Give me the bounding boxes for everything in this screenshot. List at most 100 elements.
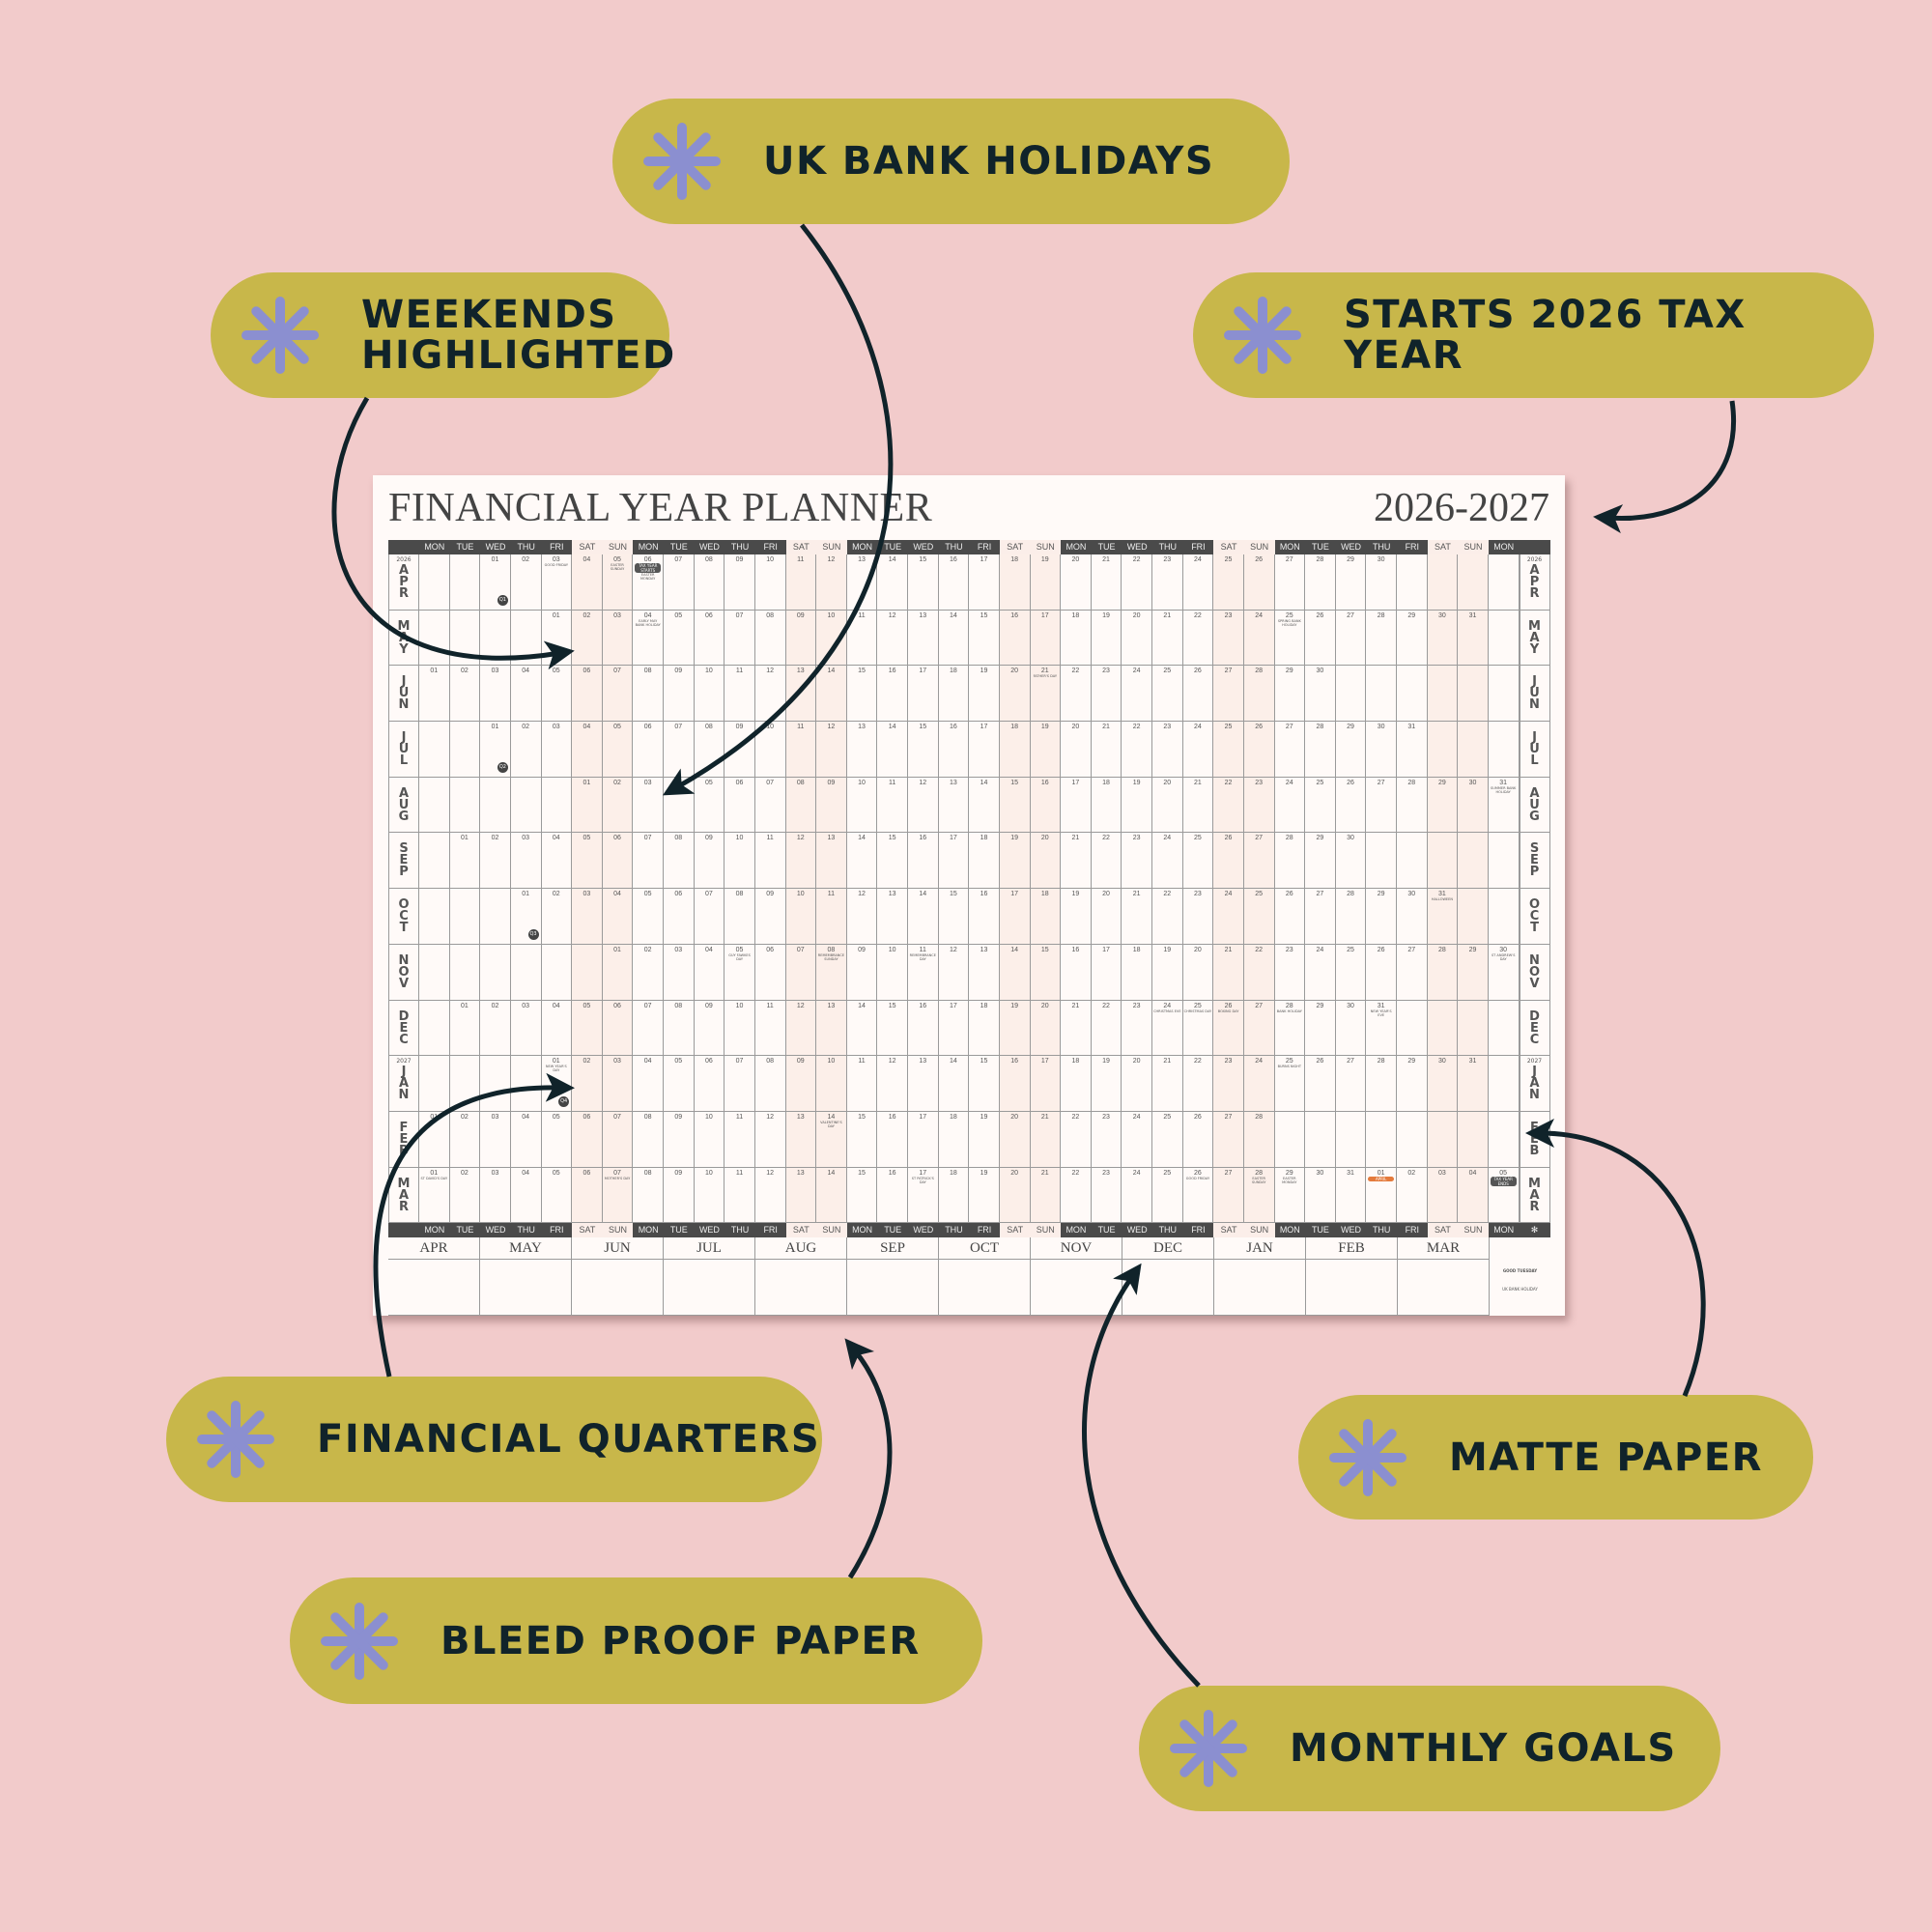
day-cell[interactable]: 20 — [1061, 722, 1092, 777]
day-cell[interactable]: 19 — [969, 666, 1000, 722]
day-cell[interactable]: 08 — [664, 1000, 695, 1056]
day-cell[interactable]: 01 Q3 — [511, 889, 542, 944]
day-cell[interactable]: 10 — [695, 1167, 725, 1223]
day-cell[interactable]: 22 — [1061, 1167, 1092, 1223]
day-cell[interactable]: 12 — [785, 833, 817, 889]
day-cell[interactable]: 18 — [1030, 889, 1062, 944]
day-cell[interactable]: 09 — [664, 1111, 695, 1167]
day-cell[interactable]: 29 — [1305, 1000, 1336, 1056]
day-cell[interactable]: 29 — [1366, 889, 1397, 944]
day-cell[interactable]: 24 — [1183, 554, 1214, 610]
day-cell[interactable]: 11 — [877, 777, 908, 833]
day-cell[interactable]: 10 — [755, 554, 786, 610]
day-cell[interactable]: 28 EASTER SUNDAY — [1243, 1167, 1275, 1223]
day-cell[interactable]: 16 — [877, 1167, 908, 1223]
day-cell[interactable]: 12 — [816, 554, 847, 610]
day-cell[interactable]: 28 — [1305, 554, 1336, 610]
day-cell[interactable]: 30 — [1366, 722, 1397, 777]
day-cell[interactable]: 12 — [877, 1056, 908, 1111]
day-cell[interactable]: 15 — [969, 610, 1000, 666]
day-cell[interactable]: 08 — [695, 722, 725, 777]
day-cell[interactable]: 21 — [1092, 722, 1122, 777]
goal-column[interactable]: MAR — [1398, 1237, 1490, 1317]
day-cell[interactable]: 24 — [1243, 610, 1275, 666]
day-cell[interactable]: 20 — [1122, 610, 1152, 666]
day-cell[interactable]: 04 — [1458, 1167, 1489, 1223]
day-cell[interactable]: 06 — [695, 1056, 725, 1111]
day-cell[interactable]: 28 — [1243, 1111, 1275, 1167]
day-cell[interactable]: 12 — [755, 666, 786, 722]
day-cell[interactable]: 01 — [419, 1111, 450, 1167]
day-cell[interactable]: 16 — [1030, 777, 1062, 833]
day-cell[interactable]: 03 — [633, 777, 664, 833]
day-cell[interactable]: 30 — [1305, 1167, 1336, 1223]
day-cell[interactable]: 01 — [450, 1000, 481, 1056]
day-cell[interactable]: 21 — [1213, 944, 1244, 1000]
day-cell[interactable]: 11 — [755, 1000, 786, 1056]
day-cell[interactable]: 30 — [1458, 777, 1489, 833]
goal-column[interactable]: MAY — [480, 1237, 572, 1317]
day-cell[interactable]: 31 NEW YEAR'S EVE — [1366, 1000, 1397, 1056]
day-cell[interactable]: 10 — [877, 944, 908, 1000]
day-cell[interactable]: 20 — [999, 666, 1031, 722]
day-cell[interactable] — [1427, 833, 1459, 889]
day-cell[interactable]: 21 — [1092, 554, 1122, 610]
day-cell[interactable]: 13 — [816, 833, 847, 889]
day-cell[interactable]: 16 — [969, 889, 1000, 944]
day-cell[interactable]: 11 — [724, 666, 755, 722]
day-cell[interactable] — [480, 777, 511, 833]
day-cell[interactable] — [1489, 722, 1520, 777]
day-cell[interactable]: 22 — [1092, 833, 1122, 889]
day-cell[interactable]: 05 — [572, 833, 603, 889]
day-cell[interactable]: 09 — [664, 1167, 695, 1223]
day-cell[interactable]: 06 TAX YEAR STARTS EASTER MONDAY — [633, 554, 664, 610]
day-cell[interactable]: 30 ST ANDREW'S DAY — [1489, 944, 1520, 1000]
day-cell[interactable]: 18 — [1061, 1056, 1092, 1111]
day-cell[interactable]: 22 — [1061, 666, 1092, 722]
goal-box[interactable] — [1398, 1260, 1489, 1317]
goal-column[interactable]: OCT — [939, 1237, 1031, 1317]
day-cell[interactable]: 18 — [999, 554, 1031, 610]
day-cell[interactable]: 05 — [633, 889, 664, 944]
day-cell[interactable]: 19 — [969, 1111, 1000, 1167]
day-cell[interactable]: 12 — [785, 1000, 817, 1056]
day-cell[interactable]: 19 — [1030, 722, 1062, 777]
day-cell[interactable]: 23 — [1243, 777, 1275, 833]
day-cell[interactable]: 27 — [1213, 1167, 1244, 1223]
day-cell[interactable]: 04 — [542, 1000, 573, 1056]
day-cell[interactable]: 26 — [1305, 1056, 1336, 1111]
day-cell[interactable]: 02 — [511, 722, 542, 777]
day-cell[interactable]: 31 SUMMER BANK HOLIDAY — [1489, 777, 1520, 833]
day-cell[interactable]: 25 — [1213, 722, 1244, 777]
day-cell[interactable]: 08 — [755, 610, 786, 666]
day-cell[interactable]: 22 — [1122, 554, 1152, 610]
day-cell[interactable]: 15 — [847, 1167, 878, 1223]
day-cell[interactable]: 24 — [1122, 1167, 1152, 1223]
day-cell[interactable]: 25 — [1305, 777, 1336, 833]
day-cell[interactable] — [1489, 554, 1520, 610]
day-cell[interactable]: 03 — [542, 722, 573, 777]
day-cell[interactable]: 06 — [572, 666, 603, 722]
day-cell[interactable]: 28 — [1336, 889, 1367, 944]
day-cell[interactable]: 17 — [1030, 610, 1062, 666]
day-cell[interactable]: 05 TAX YEAR ENDS — [1489, 1167, 1520, 1223]
day-cell[interactable]: 05 — [542, 1111, 573, 1167]
day-cell[interactable]: 14 — [939, 610, 970, 666]
day-cell[interactable]: 26 — [1305, 610, 1336, 666]
goal-box[interactable] — [572, 1260, 663, 1317]
day-cell[interactable]: 02 — [542, 889, 573, 944]
day-cell[interactable]: 01 Q2 — [480, 722, 511, 777]
day-cell[interactable]: 27 — [1305, 889, 1336, 944]
day-cell[interactable]: 08 — [755, 1056, 786, 1111]
day-cell[interactable]: 24 — [1183, 722, 1214, 777]
day-cell[interactable]: 24 — [1152, 833, 1183, 889]
day-cell[interactable]: 01 — [542, 610, 573, 666]
day-cell[interactable]: 05 — [572, 1000, 603, 1056]
day-cell[interactable]: 26 — [1213, 833, 1244, 889]
day-cell[interactable]: 28 BANK HOLIDAY — [1275, 1000, 1306, 1056]
day-cell[interactable]: 07 — [664, 722, 695, 777]
day-cell[interactable]: 30 — [1427, 1056, 1459, 1111]
day-cell[interactable]: 08 — [664, 833, 695, 889]
day-cell[interactable]: 17 — [1030, 1056, 1062, 1111]
day-cell[interactable]: 15 — [877, 1000, 908, 1056]
